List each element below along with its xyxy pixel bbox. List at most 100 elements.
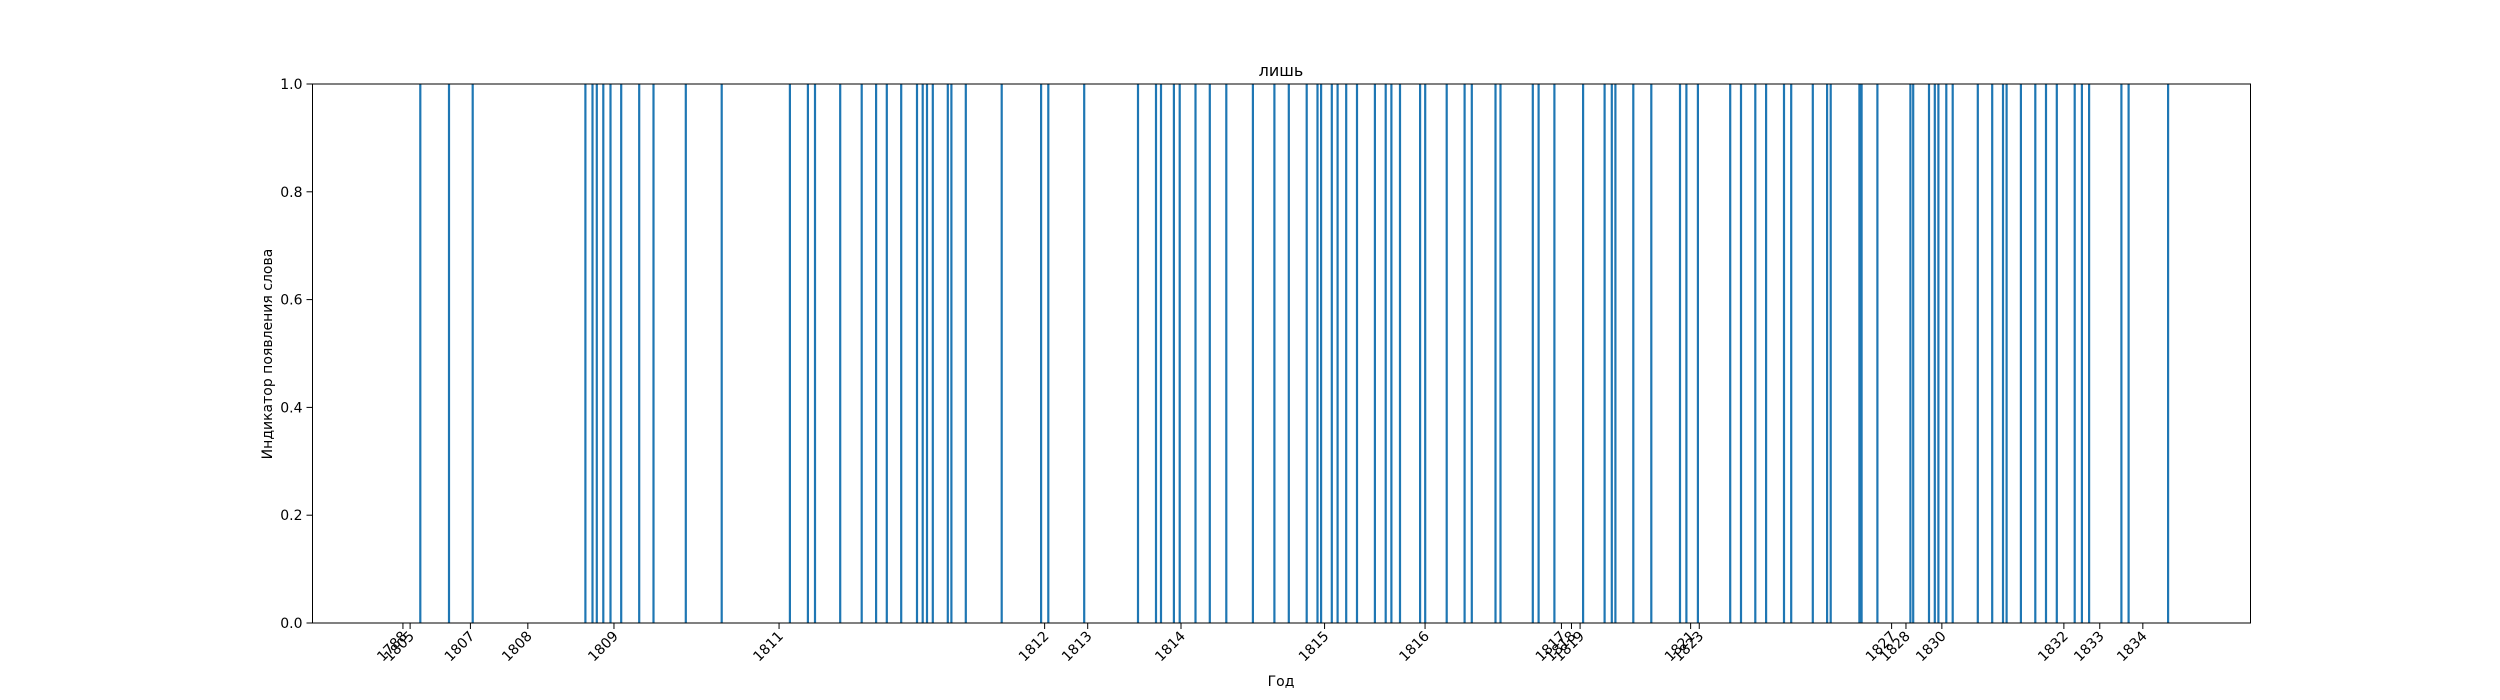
occurrence-bar (602, 84, 605, 623)
occurrence-bar (1860, 84, 1863, 623)
y-axis-ticks: 0.0 0.2 0.4 0.6 0.8 1.0 (280, 77, 313, 632)
axes-frame (312, 83, 2251, 624)
y-tick-label: 0.6 (280, 293, 302, 309)
occurrence-bar (1154, 84, 1158, 623)
occurrence-bar (921, 84, 924, 623)
occurrence-bar (2080, 84, 2083, 623)
occurrence-bar (1305, 84, 1308, 623)
occurrence-bar (1463, 84, 1466, 623)
occurrence-bar (2001, 84, 2005, 623)
occurrence-bar (1320, 84, 1323, 623)
occurrence-bar (1991, 84, 1994, 623)
occurrence-bar (1782, 84, 1786, 623)
occurrence-bar (584, 84, 587, 623)
occurrence-bar (1937, 84, 1940, 623)
occurrence-bar (964, 84, 967, 623)
occurrence-bar (1287, 84, 1290, 623)
occurrence-bar (1083, 84, 1086, 623)
occurrence-bar (2088, 84, 2091, 623)
y-tick-label: 0.0 (280, 616, 302, 632)
occurrence-bar (1390, 84, 1393, 623)
occurrence-bar (1208, 84, 1211, 623)
occurrence-bar (1316, 84, 1319, 623)
occurrence-bar (806, 84, 809, 623)
occurrence-bar (1384, 84, 1387, 623)
occurrence-bar (1373, 84, 1376, 623)
occurrence-bar (950, 84, 953, 623)
occurrence-bar (1927, 84, 1931, 623)
occurrence-bar (2120, 84, 2123, 623)
occurrence-bar (1754, 84, 1757, 623)
occurrence-bar (1499, 84, 1502, 623)
occurrence-bar (1603, 84, 1606, 623)
occurrence-bar (2005, 84, 2008, 623)
occurrence-bar (1194, 84, 1197, 623)
occurrence-bar (1537, 84, 1540, 623)
occurrence-bar (1470, 84, 1473, 623)
occurrence-bar (885, 84, 888, 623)
y-tick-label: 0.2 (280, 508, 302, 524)
occurrence-bar (638, 84, 641, 623)
occurrence-bar (652, 84, 655, 623)
occurrence-bar (1178, 84, 1181, 623)
occurrence-bar (1614, 84, 1617, 623)
occurrence-bar (1945, 84, 1948, 623)
y-tick-label: 0.4 (280, 400, 302, 416)
occurrence-bar (1829, 84, 1832, 623)
occurrence-bar (595, 84, 598, 623)
occurrence-bar (1811, 84, 1814, 623)
occurrence-bar (1790, 84, 1793, 623)
occurrence-bar (609, 84, 612, 623)
occurrence-bar (860, 84, 863, 623)
occurrence-bar (1172, 84, 1175, 623)
occurrence-bar (2073, 84, 2076, 623)
occurrence-bar (1858, 84, 1861, 623)
bars-group (419, 84, 2170, 623)
occurrence-bar (1445, 84, 1448, 623)
occurrence-bar (591, 84, 594, 623)
occurrence-bar (720, 84, 723, 623)
occurrence-bar (1678, 84, 1682, 623)
occurrence-bar (419, 84, 422, 623)
occurrence-bar (620, 84, 623, 623)
occurrence-bar (1909, 84, 1912, 623)
occurrence-bar (2055, 84, 2058, 623)
occurrence-bar (1047, 84, 1050, 623)
occurrence-bar (1251, 84, 1254, 623)
occurrence-bar (1398, 84, 1402, 623)
occurrence-bar (1136, 84, 1140, 623)
occurrence-bar (1000, 84, 1003, 623)
occurrence-bar (1345, 84, 1348, 623)
x-axis-label: Год (1268, 674, 1295, 690)
occurrence-bar (1494, 84, 1497, 623)
chart-title: лишь (1259, 61, 1304, 80)
occurrence-bar (1355, 84, 1359, 623)
occurrence-bar (447, 84, 451, 623)
occurrence-bar (946, 84, 949, 623)
occurrence-bar (1826, 84, 1829, 623)
occurrence-bar (1531, 84, 1534, 623)
occurrence-bar (1159, 84, 1163, 623)
occurrence-bar (1696, 84, 1699, 623)
occurrence-bar (471, 84, 474, 623)
occurrence-bar (2127, 84, 2130, 623)
occurrence-bar (1976, 84, 1979, 623)
occurrence-bar (1739, 84, 1743, 623)
occurrence-bar (1336, 84, 1339, 623)
occurrence-bar (1951, 84, 1954, 623)
occurrence-bar (2044, 84, 2048, 623)
occurrence-bar (925, 84, 929, 623)
occurrence-bar (788, 84, 791, 623)
occurrence-bar (2034, 84, 2037, 623)
y-axis-label: Индикатор появления слова (260, 249, 276, 460)
occurrence-bar (2167, 84, 2170, 623)
occurrence-bar (1933, 84, 1936, 623)
occurrence-bar (1765, 84, 1768, 623)
occurrence-bar (1330, 84, 1333, 623)
occurrence-bar (1582, 84, 1585, 623)
occurrence-bar (1040, 84, 1043, 623)
occurrence-bar (1424, 84, 1427, 623)
occurrence-bar (684, 84, 687, 623)
